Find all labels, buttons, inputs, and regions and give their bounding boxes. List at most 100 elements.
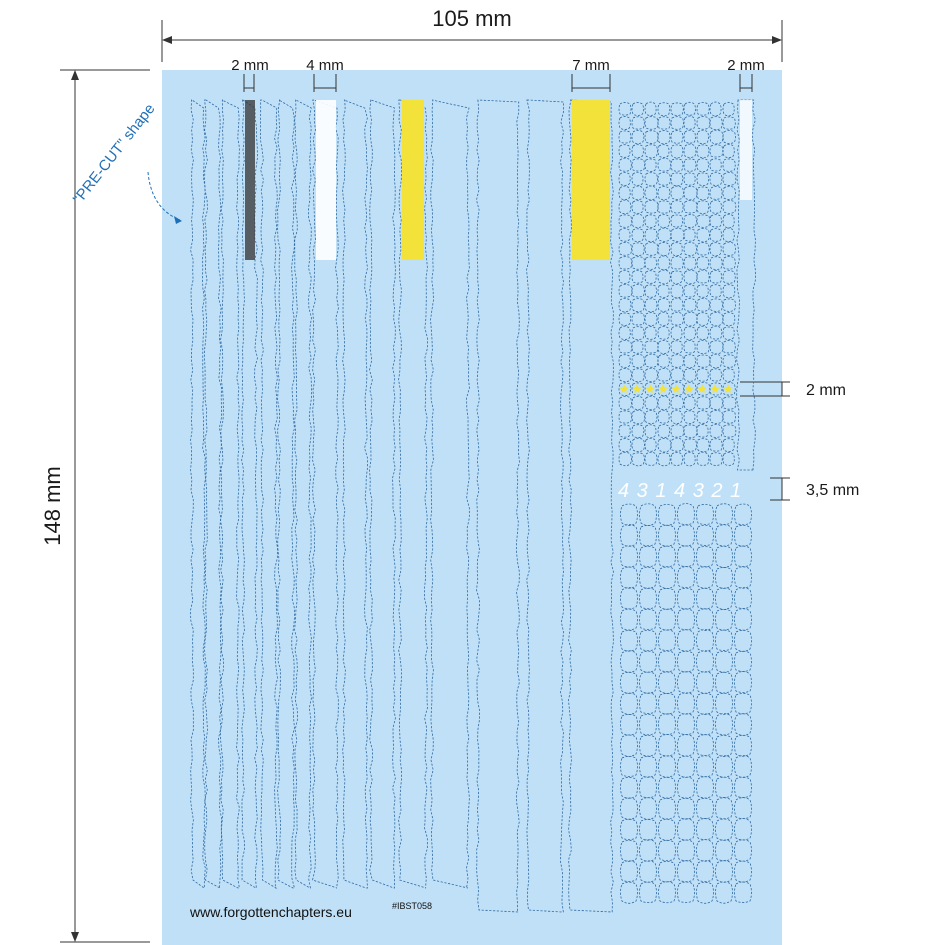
character-cutout — [683, 354, 696, 369]
character-cutout — [657, 424, 671, 439]
character-cutout — [709, 325, 723, 340]
character-cutout — [644, 424, 657, 439]
white-strip-marking — [316, 100, 336, 260]
character-cutout — [670, 130, 684, 144]
large-character-cutout — [715, 860, 733, 883]
yellow-strip-marking — [402, 100, 424, 260]
cut-strip — [430, 99, 470, 889]
character-cutout — [657, 130, 671, 145]
character-cutout — [722, 270, 736, 284]
character-cutout — [657, 395, 671, 411]
strip-2mm-label: 2 mm — [231, 57, 269, 74]
character-cutout — [683, 242, 697, 256]
large-character-cutout — [639, 629, 657, 652]
character-cutout — [670, 242, 683, 257]
character-cutout — [696, 214, 711, 228]
character-cutout — [709, 410, 724, 424]
character-cutout — [618, 185, 631, 201]
large-character-cutout — [658, 755, 676, 778]
character-cutout — [631, 283, 645, 298]
character-cutout — [657, 200, 671, 214]
large-character-cutout — [677, 503, 695, 526]
character-cutout — [631, 129, 645, 145]
large-character-cutout — [639, 776, 657, 799]
character-cutout — [722, 410, 736, 424]
large-character-cutout — [658, 734, 676, 757]
large-character-cutout — [677, 713, 695, 735]
precut-label: "PRE-CUT" shape — [70, 101, 159, 208]
character-cutout — [644, 172, 658, 187]
character-cutout — [631, 368, 645, 383]
character-cutout — [618, 228, 631, 242]
strip-4mm-dimension: 4 mm — [306, 57, 344, 92]
large-character-cutout — [677, 545, 695, 568]
large-character-cutout — [715, 839, 733, 862]
character-cutout — [631, 102, 644, 116]
star-marking — [645, 384, 655, 393]
character-cutout — [670, 311, 684, 326]
large-character-cutout — [696, 587, 714, 610]
large-character-cutout — [715, 776, 733, 798]
yellow-wide-strip-marking — [572, 100, 610, 260]
large-character-cutout — [696, 566, 714, 589]
large-character-cutout — [639, 714, 657, 736]
character-cutout — [722, 158, 736, 172]
character-cutout — [683, 424, 698, 439]
large-character-cutout — [715, 629, 733, 651]
character-cutout — [696, 102, 710, 116]
character-cutout — [657, 382, 671, 397]
character-cutout — [631, 171, 644, 186]
character-cutout — [709, 214, 722, 228]
large-character-cutout — [620, 524, 638, 547]
large-character-cutout — [620, 755, 638, 777]
large-character-cutout — [734, 818, 752, 841]
large-character-cutout — [677, 776, 695, 799]
character-cutout — [709, 311, 724, 327]
character-cutout — [683, 129, 696, 144]
character-cutout — [696, 438, 710, 453]
large-character-cutout — [734, 503, 752, 526]
cut-strip — [398, 99, 428, 889]
character-cutout — [670, 451, 683, 466]
large-character-cutout — [620, 777, 638, 799]
large-character-cutout — [677, 692, 695, 715]
large-character-cutout — [677, 608, 695, 631]
large-character-cutout — [677, 629, 695, 652]
large-character-cutout — [677, 797, 695, 820]
character-cutout — [683, 158, 697, 172]
large-character-cutout — [734, 693, 752, 715]
character-cutout — [722, 213, 735, 229]
character-cutout — [722, 438, 735, 453]
character-cutout — [618, 424, 631, 438]
character-cutout — [683, 326, 696, 341]
large-character-cutout — [715, 818, 733, 841]
character-cutout — [657, 284, 670, 298]
large-character-cutout — [696, 860, 714, 883]
character-cutout — [683, 143, 697, 158]
large-character-cutout — [677, 881, 695, 903]
character-cutout — [657, 144, 670, 158]
character-cutout — [618, 368, 632, 383]
character-cutout — [696, 200, 710, 215]
character-cutout — [644, 228, 658, 243]
character-cutout — [683, 438, 697, 452]
character-cutout — [618, 395, 632, 411]
large-character-cutout — [620, 587, 638, 610]
character-cutout — [696, 228, 710, 243]
character-cutout — [683, 200, 698, 214]
large-character-cutout — [658, 524, 676, 547]
character-cutout — [657, 269, 671, 285]
large-character-cutout — [734, 587, 752, 609]
large-character-cutout — [620, 881, 638, 904]
character-cutout — [657, 186, 671, 201]
character-cutout — [722, 284, 736, 299]
large-character-cutout — [715, 692, 733, 715]
star-marking — [684, 384, 694, 393]
character-cutout — [644, 241, 659, 256]
character-cutout — [657, 340, 670, 355]
character-cutout — [618, 354, 631, 368]
large-character-cutout — [677, 860, 695, 883]
character-cutout — [631, 452, 645, 467]
large-character-cutout — [734, 839, 752, 862]
